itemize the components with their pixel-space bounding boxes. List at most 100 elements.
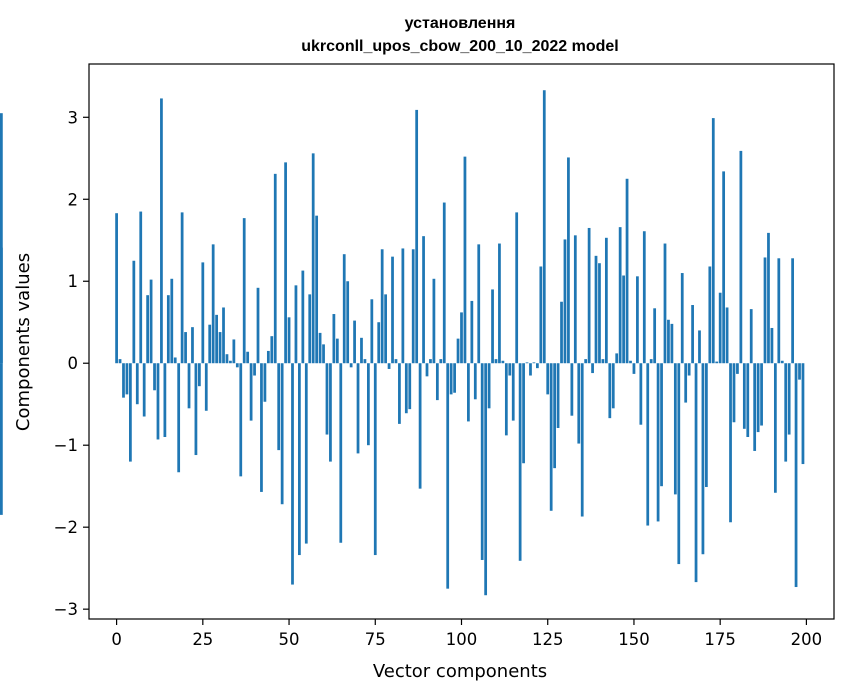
bar-118 (522, 363, 525, 464)
bar-154 (646, 363, 650, 526)
bar-150 (632, 363, 636, 374)
bar-163 (677, 363, 681, 565)
bar-140 (598, 263, 601, 364)
bar-56 (308, 294, 312, 364)
bar-57 (311, 153, 315, 364)
bar-151 (636, 276, 639, 364)
bar-186 (756, 363, 760, 433)
bar-45 (270, 336, 274, 364)
bar-68 (349, 363, 353, 368)
bar-42 (260, 363, 263, 492)
bar-120 (529, 363, 532, 376)
bar-89 (422, 236, 425, 364)
bar-90 (425, 363, 429, 377)
bar-1 (118, 359, 122, 364)
bar-51 (291, 363, 294, 585)
bar-182 (742, 363, 746, 429)
bar-108 (487, 363, 491, 409)
bar-18 (177, 363, 181, 473)
bar-127 (553, 363, 557, 469)
bar-12 (156, 363, 160, 440)
bar-88 (418, 363, 422, 489)
bar-75 (373, 363, 377, 556)
bar-130 (563, 239, 567, 364)
bar-48 (280, 363, 284, 505)
bar-169 (698, 330, 701, 364)
bar-53 (298, 363, 301, 556)
x-tick-label-100: 100 (446, 630, 478, 649)
bar-113 (504, 363, 508, 436)
bar-188 (763, 257, 767, 364)
bar-149 (629, 360, 632, 364)
bar-24 (197, 363, 201, 387)
bar-52 (294, 285, 298, 364)
bar-83 (401, 248, 405, 364)
bar-undefined (0, 363, 3, 515)
bar-91 (429, 359, 432, 364)
bar-19 (180, 212, 184, 364)
bar-122 (536, 363, 539, 369)
bar-136 (584, 359, 588, 364)
bar-86 (411, 249, 415, 364)
bar-176 (722, 171, 726, 364)
bar-13 (160, 98, 163, 364)
bar-197 (794, 363, 798, 588)
bar-146 (618, 227, 622, 364)
bar-23 (194, 363, 198, 456)
bar-6 (135, 363, 139, 405)
bar-110 (494, 359, 498, 364)
bar-138 (591, 363, 594, 374)
bar-148 (625, 178, 629, 364)
x-tick-label-150: 150 (618, 630, 650, 649)
bar-11 (153, 363, 156, 391)
bar-20 (184, 332, 187, 364)
bar-93 (435, 363, 439, 401)
bar-144 (611, 363, 615, 409)
bar-34 (232, 339, 236, 364)
bar-142 (604, 237, 608, 364)
bar-124 (542, 90, 546, 364)
bar-161 (670, 323, 674, 364)
bar-167 (691, 305, 694, 364)
bar-15 (166, 295, 170, 364)
bar-185 (753, 363, 757, 451)
bar-195 (787, 363, 791, 435)
bar-115 (511, 363, 515, 421)
bar-133 (573, 235, 577, 364)
bar-40 (253, 363, 256, 376)
bar-101 (463, 156, 467, 364)
bar-175 (718, 292, 722, 364)
bar-143 (608, 363, 612, 419)
x-tick-label-175: 175 (704, 630, 736, 649)
bar-84 (404, 363, 408, 414)
bar-49 (284, 162, 287, 364)
bar-37 (242, 218, 246, 364)
bar-174 (715, 361, 719, 364)
bar-177 (725, 307, 729, 364)
bar-43 (263, 363, 267, 402)
bar-104 (473, 363, 477, 400)
bar-131 (567, 157, 570, 364)
bar-102 (467, 363, 470, 422)
chart-title-line-2: ukrconll_upos_cbow_200_10_2022 model (301, 38, 618, 55)
bar-119 (525, 362, 529, 364)
bar-152 (639, 363, 643, 425)
bar-61 (325, 363, 329, 435)
bar-164 (680, 273, 684, 364)
bar-63 (332, 314, 336, 364)
bar-141 (601, 359, 605, 364)
bar-87 (415, 109, 419, 364)
bar-168 (694, 363, 698, 583)
bar-22 (191, 327, 194, 364)
chart-title-line-1: установлення (405, 15, 516, 32)
bar-112 (501, 360, 505, 364)
bar-14 (163, 363, 167, 438)
bar-117 (518, 363, 522, 561)
plot-area-frame (88, 63, 835, 620)
bar-196 (791, 258, 794, 364)
bar-72 (363, 359, 367, 364)
bar-132 (570, 363, 574, 416)
bar-121 (532, 362, 536, 364)
bar-58 (315, 215, 319, 364)
